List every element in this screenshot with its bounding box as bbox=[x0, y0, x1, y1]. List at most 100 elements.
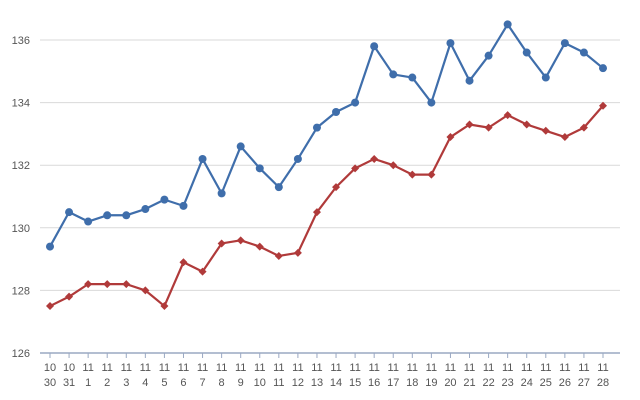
data-point bbox=[408, 170, 417, 179]
x-tick-label-month: 11 bbox=[140, 362, 151, 374]
x-tick-label-day: 17 bbox=[387, 377, 399, 389]
x-tick-label-day: 21 bbox=[463, 377, 475, 389]
data-point bbox=[427, 170, 436, 179]
x-tick-label-day: 15 bbox=[349, 377, 361, 389]
x-tick-label-day: 25 bbox=[540, 377, 552, 389]
data-point bbox=[446, 133, 455, 142]
data-point bbox=[236, 236, 245, 245]
data-point bbox=[465, 76, 474, 85]
x-tick-label-month: 11 bbox=[407, 362, 418, 374]
data-point bbox=[560, 39, 569, 48]
y-tick-label: 126 bbox=[12, 348, 30, 360]
x-tick-label-month: 11 bbox=[292, 362, 303, 374]
x-tick-label-day: 4 bbox=[142, 377, 148, 389]
x-tick-label-month: 11 bbox=[559, 362, 570, 374]
x-tick-label-day: 2 bbox=[104, 377, 110, 389]
data-point bbox=[179, 201, 188, 210]
x-tick-label-day: 8 bbox=[219, 377, 225, 389]
x-tick-label-month: 11 bbox=[330, 362, 341, 374]
data-point bbox=[599, 64, 607, 73]
x-tick-label-day: 1 bbox=[85, 377, 91, 389]
data-point bbox=[84, 217, 93, 226]
data-point bbox=[179, 258, 188, 267]
x-tick-label-month: 11 bbox=[388, 362, 399, 374]
data-point bbox=[541, 126, 550, 135]
data-point bbox=[293, 248, 302, 257]
data-point bbox=[351, 164, 360, 173]
y-axis: 126 128 130 132 134 136 bbox=[12, 35, 30, 360]
x-tick-label-month: 11 bbox=[502, 362, 513, 374]
series-line bbox=[49, 23, 604, 248]
x-tick-label-month: 11 bbox=[597, 362, 608, 374]
x-tick-label-month: 11 bbox=[178, 362, 189, 374]
data-point bbox=[370, 154, 379, 163]
data-point bbox=[274, 183, 283, 192]
x-tick-label-month: 10 bbox=[63, 362, 75, 374]
data-point bbox=[389, 161, 398, 170]
x-tick-label-day: 26 bbox=[559, 377, 571, 389]
x-tick-label-month: 11 bbox=[159, 362, 170, 374]
x-tick-label-month: 11 bbox=[464, 362, 475, 374]
x-tick-label-day: 13 bbox=[311, 377, 323, 389]
data-point bbox=[293, 154, 302, 163]
data-point bbox=[198, 154, 207, 163]
data-point bbox=[446, 39, 455, 48]
data-point bbox=[332, 107, 341, 116]
data-point bbox=[465, 120, 474, 129]
series-group bbox=[46, 20, 607, 311]
x-tick-label-day: 10 bbox=[254, 377, 266, 389]
series-2 bbox=[46, 101, 607, 311]
data-point bbox=[274, 251, 283, 260]
data-point bbox=[46, 242, 54, 251]
data-point bbox=[198, 267, 207, 276]
data-point bbox=[103, 211, 112, 220]
data-point bbox=[160, 302, 169, 311]
data-point bbox=[389, 70, 398, 79]
x-tick-label-month: 11 bbox=[101, 362, 112, 374]
data-point bbox=[312, 208, 321, 217]
x-tick-label-month: 10 bbox=[44, 362, 56, 374]
x-axis: 1030103111111211311411511611711811911101… bbox=[40, 352, 620, 389]
data-point bbox=[46, 302, 54, 311]
x-tick-label-month: 11 bbox=[349, 362, 360, 374]
x-tick-label-month: 11 bbox=[82, 362, 93, 374]
x-tick-label-month: 11 bbox=[254, 362, 265, 374]
data-point bbox=[65, 292, 74, 301]
x-tick-label-day: 22 bbox=[482, 377, 494, 389]
data-point bbox=[312, 123, 321, 132]
data-point bbox=[351, 98, 360, 107]
y-tick-label: 132 bbox=[12, 160, 30, 172]
data-point bbox=[236, 142, 245, 151]
data-point bbox=[217, 239, 226, 248]
data-point bbox=[427, 98, 436, 107]
data-point bbox=[484, 123, 493, 132]
x-tick-label-month: 11 bbox=[216, 362, 227, 374]
data-point bbox=[522, 48, 531, 57]
data-point bbox=[579, 48, 588, 57]
data-point bbox=[122, 280, 131, 289]
x-tick-label-month: 11 bbox=[426, 362, 437, 374]
data-point bbox=[255, 164, 264, 173]
x-tick-label-day: 16 bbox=[368, 377, 380, 389]
x-tick-label-day: 11 bbox=[273, 377, 284, 389]
x-tick-label-day: 6 bbox=[180, 377, 186, 389]
data-point bbox=[217, 189, 226, 198]
series-1 bbox=[46, 20, 607, 251]
x-tick-label-day: 24 bbox=[521, 377, 533, 389]
data-point bbox=[103, 280, 112, 289]
data-point bbox=[408, 73, 417, 82]
x-tick-label-month: 11 bbox=[445, 362, 456, 374]
x-tick-label-month: 11 bbox=[311, 362, 322, 374]
data-point bbox=[503, 20, 512, 29]
x-tick-label-day: 31 bbox=[63, 377, 75, 389]
x-tick-label-day: 30 bbox=[44, 377, 56, 389]
data-point bbox=[503, 111, 512, 120]
y-tick-label: 128 bbox=[12, 285, 30, 297]
data-point bbox=[141, 205, 150, 214]
series-line bbox=[49, 105, 604, 308]
gridlines bbox=[40, 39, 620, 291]
y-tick-label: 136 bbox=[12, 35, 30, 47]
x-tick-label-month: 11 bbox=[483, 362, 494, 374]
data-point bbox=[255, 242, 264, 251]
x-tick-label-day: 18 bbox=[406, 377, 418, 389]
